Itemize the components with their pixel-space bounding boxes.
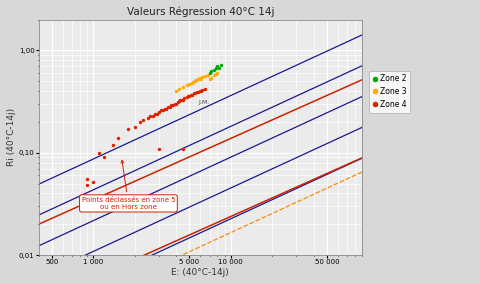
Y-axis label: Ri (40°C-14j): Ri (40°C-14j) [7, 108, 16, 166]
Point [83, 177, 91, 181]
Point [153, 112, 161, 116]
Point [194, 77, 202, 82]
Point [183, 83, 191, 87]
Point [100, 155, 108, 160]
Point [178, 97, 186, 102]
Point [210, 67, 217, 72]
Point [169, 103, 177, 108]
Title: Valeurs Régression 40°C 14j: Valeurs Régression 40°C 14j [127, 7, 274, 17]
Point [197, 76, 205, 81]
Point [188, 92, 196, 97]
Point [172, 102, 180, 106]
Point [192, 78, 200, 83]
Point [201, 87, 209, 91]
Point [175, 87, 183, 91]
Point [190, 91, 198, 96]
Point [186, 82, 193, 86]
Point [168, 103, 175, 108]
Point [217, 63, 225, 67]
Point [198, 88, 206, 92]
Point [180, 96, 188, 101]
Point [207, 76, 215, 80]
Point [184, 93, 192, 98]
Point [149, 114, 156, 118]
Point [189, 80, 197, 84]
Point [196, 89, 204, 93]
Point [114, 135, 121, 140]
Point [177, 97, 184, 102]
Point [155, 146, 163, 151]
Point [89, 179, 97, 184]
Point [212, 66, 220, 70]
Point [207, 69, 215, 73]
Point [131, 124, 139, 129]
Point [95, 151, 103, 155]
Point [83, 183, 91, 188]
Text: J.M.: J.M. [198, 100, 210, 105]
Point [155, 110, 163, 114]
Point [109, 142, 117, 147]
Point [201, 74, 209, 78]
Point [194, 90, 202, 95]
Point [180, 146, 187, 151]
Point [214, 64, 221, 68]
Point [191, 91, 199, 96]
Text: Points déclassés en zone 5
ou en Hors zone: Points déclassés en zone 5 ou en Hors zo… [82, 160, 175, 210]
Point [198, 75, 206, 79]
Point [205, 71, 213, 75]
Point [171, 102, 179, 106]
Point [180, 97, 187, 102]
Point [196, 76, 204, 80]
Point [125, 127, 132, 131]
Legend: Zone 2, Zone 3, Zone 4: Zone 2, Zone 3, Zone 4 [369, 70, 410, 113]
Point [137, 120, 144, 124]
Point [161, 106, 168, 111]
Point [157, 108, 165, 112]
Point [144, 116, 152, 120]
Point [146, 114, 154, 118]
Point [151, 112, 159, 116]
Point [164, 105, 172, 109]
Point [197, 89, 205, 93]
Point [174, 100, 181, 105]
Point [166, 105, 174, 109]
X-axis label: E: (40°C-14j): E: (40°C-14j) [171, 268, 229, 277]
Point [180, 85, 187, 89]
Point [172, 89, 180, 93]
Point [139, 118, 147, 122]
Point [212, 72, 220, 76]
Point [204, 73, 212, 78]
Point [187, 92, 194, 97]
Point [193, 90, 201, 95]
Point [175, 99, 183, 103]
Point [186, 93, 193, 98]
Point [188, 81, 196, 85]
Point [159, 108, 167, 112]
Point [205, 77, 213, 82]
Point [210, 73, 217, 78]
Point [215, 65, 223, 70]
Point [214, 71, 221, 75]
Point [183, 95, 191, 99]
Point [191, 79, 199, 83]
Point [163, 106, 170, 111]
